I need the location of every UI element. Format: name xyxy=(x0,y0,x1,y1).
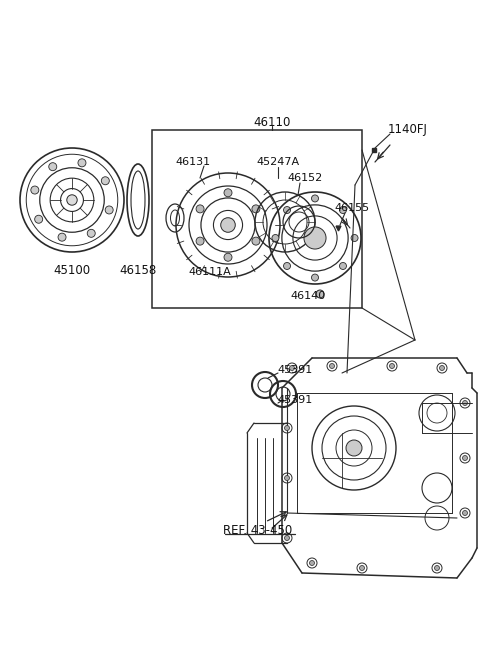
Circle shape xyxy=(434,565,440,571)
Circle shape xyxy=(463,401,468,405)
Circle shape xyxy=(252,205,260,213)
Circle shape xyxy=(304,227,326,249)
Text: 46110: 46110 xyxy=(253,115,291,129)
Circle shape xyxy=(87,230,95,237)
Text: 46158: 46158 xyxy=(120,264,156,276)
Circle shape xyxy=(285,426,289,430)
Circle shape xyxy=(252,237,260,245)
Circle shape xyxy=(339,262,347,270)
Text: 45100: 45100 xyxy=(53,264,91,276)
Circle shape xyxy=(339,207,347,213)
Text: 46140: 46140 xyxy=(290,291,325,301)
Circle shape xyxy=(67,195,77,205)
Circle shape xyxy=(35,215,43,223)
Circle shape xyxy=(289,365,295,371)
Circle shape xyxy=(272,234,279,241)
Circle shape xyxy=(224,253,232,261)
Circle shape xyxy=(196,205,204,213)
Circle shape xyxy=(284,207,290,213)
Circle shape xyxy=(224,189,232,197)
Text: 45391: 45391 xyxy=(277,395,312,405)
Text: 45391: 45391 xyxy=(277,365,312,375)
Circle shape xyxy=(221,218,235,232)
Circle shape xyxy=(105,206,113,214)
Circle shape xyxy=(310,560,314,565)
Circle shape xyxy=(389,363,395,369)
Circle shape xyxy=(78,159,86,167)
Circle shape xyxy=(440,365,444,371)
Circle shape xyxy=(346,440,362,456)
Text: 46155: 46155 xyxy=(335,203,370,213)
Text: 46111A: 46111A xyxy=(189,267,231,277)
Circle shape xyxy=(329,363,335,369)
Circle shape xyxy=(284,262,290,270)
Circle shape xyxy=(101,176,109,185)
Text: 46131: 46131 xyxy=(175,157,211,167)
Text: 46152: 46152 xyxy=(288,173,323,183)
Circle shape xyxy=(463,455,468,461)
Circle shape xyxy=(58,233,66,241)
Circle shape xyxy=(31,186,39,194)
Circle shape xyxy=(196,237,204,245)
Text: 1140FJ: 1140FJ xyxy=(388,123,428,136)
Text: REF. 43-450: REF. 43-450 xyxy=(223,523,293,537)
Bar xyxy=(152,130,362,308)
Circle shape xyxy=(312,195,319,202)
Circle shape xyxy=(312,274,319,281)
Circle shape xyxy=(49,163,57,171)
Circle shape xyxy=(285,476,289,480)
Circle shape xyxy=(316,290,324,298)
Circle shape xyxy=(285,535,289,541)
Circle shape xyxy=(463,510,468,516)
Circle shape xyxy=(360,565,364,571)
Circle shape xyxy=(351,234,358,241)
Text: 45247A: 45247A xyxy=(256,157,300,167)
